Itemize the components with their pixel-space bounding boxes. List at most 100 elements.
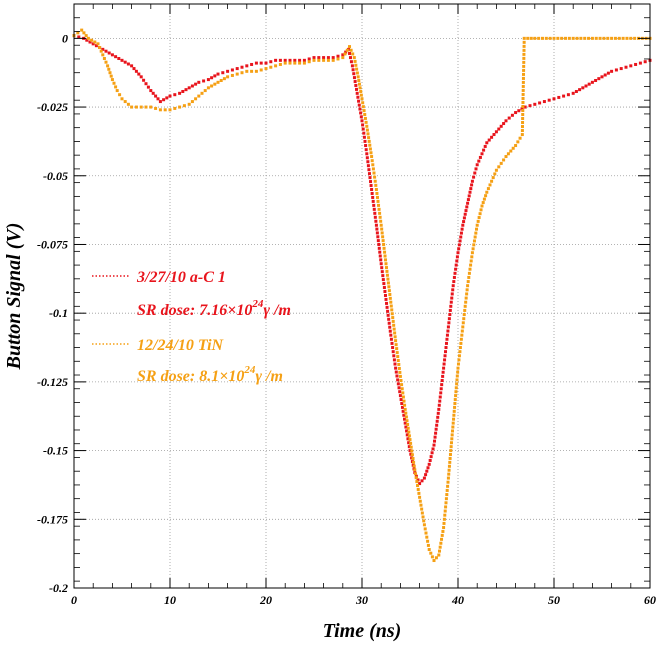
data-point [521, 96, 525, 100]
data-point [274, 64, 278, 68]
data-point [154, 94, 158, 98]
data-point [359, 115, 363, 119]
data-point [374, 219, 378, 223]
data-point [245, 69, 249, 73]
data-point [396, 359, 400, 363]
data-point [521, 88, 525, 92]
data-point [154, 106, 158, 110]
data-point [114, 85, 118, 89]
data-point [84, 34, 88, 38]
data-point [379, 262, 383, 266]
data-point [362, 131, 366, 135]
data-point [120, 58, 124, 62]
data-point [391, 316, 395, 320]
data-point [317, 58, 321, 62]
data-point [479, 208, 483, 212]
data-point [410, 453, 414, 457]
data-point [197, 94, 201, 98]
data-point [478, 155, 482, 159]
legend-label-series-2: 12/24/10 TiN [137, 337, 225, 354]
data-point [392, 323, 396, 327]
data-point [548, 36, 552, 40]
data-point [486, 187, 490, 191]
data-point [487, 138, 491, 142]
data-point [418, 495, 422, 499]
data-point [353, 59, 357, 63]
data-point [432, 443, 436, 447]
data-point [400, 405, 404, 409]
data-point [506, 152, 510, 156]
data-point [387, 289, 391, 293]
data-point [115, 89, 119, 93]
data-point [411, 456, 415, 460]
data-point [358, 86, 362, 90]
data-point [317, 56, 321, 60]
data-point [181, 89, 185, 93]
y-tick-label: -0.05 [43, 169, 68, 183]
data-point [194, 97, 198, 101]
data-point [521, 117, 525, 121]
data-point [567, 36, 571, 40]
data-point [367, 139, 371, 143]
data-point [449, 445, 453, 449]
data-point [368, 143, 372, 147]
data-point [394, 343, 398, 347]
data-point [422, 519, 426, 523]
data-point [529, 36, 533, 40]
x-tick-label: 40 [451, 593, 464, 607]
data-point [409, 445, 413, 449]
data-point [447, 472, 451, 476]
y-axis-title: Button Signal (V) [3, 223, 25, 371]
data-point [80, 28, 84, 32]
data-point [355, 67, 359, 71]
data-point [430, 555, 434, 559]
data-point [386, 309, 390, 313]
data-point [264, 61, 268, 65]
data-point [574, 89, 578, 93]
data-point [444, 497, 448, 501]
data-point [450, 296, 454, 300]
data-point [613, 36, 617, 40]
data-point [359, 93, 363, 97]
data-point [438, 545, 442, 549]
data-point [350, 64, 354, 68]
data-point [434, 431, 438, 435]
data-point [466, 198, 470, 202]
data-point [451, 284, 455, 288]
data-point [461, 325, 465, 329]
data-point [355, 71, 359, 75]
data-point [584, 84, 588, 88]
data-point [118, 93, 122, 97]
data-point [414, 476, 418, 480]
data-point [544, 36, 548, 40]
data-point [408, 438, 412, 442]
data-point [537, 36, 541, 40]
data-point [354, 83, 358, 87]
data-point [473, 235, 477, 239]
data-point [442, 362, 446, 366]
data-point [445, 488, 449, 492]
data-point [394, 366, 398, 370]
data-point [383, 250, 387, 254]
data-point [598, 36, 602, 40]
data-point [404, 425, 408, 429]
data-point [421, 515, 425, 519]
data-point [497, 127, 501, 131]
data-point [349, 60, 353, 64]
legend-dose-text-series-1: SR dose: 7.16×10 [137, 302, 252, 319]
data-point [475, 227, 479, 231]
data-point [413, 468, 417, 472]
data-point [344, 50, 348, 54]
data-point [326, 58, 330, 62]
data-point [455, 382, 459, 386]
data-point [438, 395, 442, 399]
data-point [476, 219, 480, 223]
data-point [370, 188, 374, 192]
data-point [99, 49, 103, 53]
data-point [395, 347, 399, 351]
data-point [402, 399, 406, 403]
data-point [396, 378, 400, 382]
data-point [139, 75, 143, 79]
data-point [468, 190, 472, 194]
data-point [362, 135, 366, 139]
